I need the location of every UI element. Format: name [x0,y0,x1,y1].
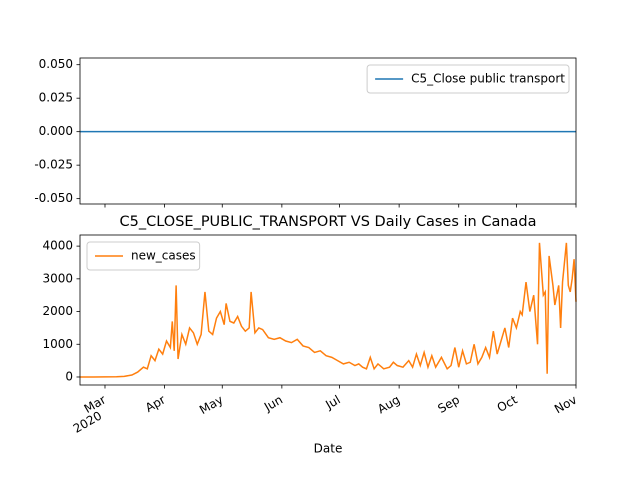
legend-frame [86,241,201,271]
axes-frame [79,234,577,386]
y-tick-label: 1000 [42,337,73,351]
y-tick-label: 0.025 [39,91,73,105]
legend-label: new_cases [131,249,196,263]
axes-frame [79,57,577,205]
legend: C5_Close public transport [366,64,570,94]
y-tick-label: -0.050 [34,191,73,205]
legend-label: C5_Close public transport [411,72,565,86]
series-line [80,242,577,378]
y-tick-label: 3000 [42,271,73,285]
y-tick-label: -0.025 [34,158,73,172]
y-tick-label: 4000 [42,239,73,253]
y-tick-label: 0 [65,369,73,383]
chart-title: C5_CLOSE_PUBLIC_TRANSPORT VS Daily Cases… [120,214,537,230]
y-tick-label: 0.050 [39,57,73,71]
y-tick-label: 2000 [42,304,73,318]
legend: new_cases [86,241,201,271]
x-axis-label: Date [314,442,343,456]
y-tick-label: 0.000 [39,124,73,138]
legend-frame [366,64,570,94]
x-tick-label: Jul [322,393,342,413]
